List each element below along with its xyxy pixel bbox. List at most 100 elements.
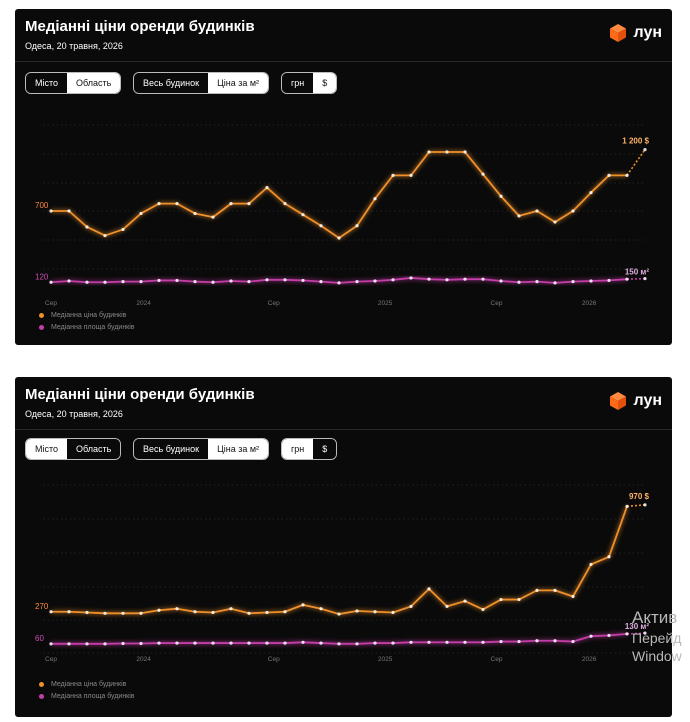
cube-logo-icon bbox=[610, 392, 627, 410]
legend-label: Медіанна площа будинків bbox=[51, 693, 135, 700]
mode-price-per-m2-button[interactable]: Ціна за м² bbox=[208, 439, 269, 459]
series-end-label: 1 200 $ bbox=[622, 137, 649, 146]
data-point bbox=[157, 278, 161, 283]
currency-uah-button[interactable]: грн bbox=[282, 73, 314, 93]
region-oblast-button[interactable]: Область bbox=[67, 73, 121, 93]
panel-title: Медіанні ціни оренди будинків bbox=[25, 18, 255, 35]
data-point bbox=[409, 276, 413, 280]
series-line bbox=[51, 151, 627, 239]
mode-whole-house-button[interactable]: Весь будинок bbox=[134, 73, 209, 93]
data-point bbox=[463, 640, 467, 644]
rent-price-chart: 270 970 $ 60 130 м² Сер 2024 Сер 2025 Сер 2026 bbox=[35, 484, 650, 663]
data-point bbox=[319, 607, 323, 611]
data-point bbox=[193, 211, 197, 216]
panel-header: Медіанні ціни оренди будинків Одеса, 20 … bbox=[15, 9, 672, 62]
data-point bbox=[175, 641, 179, 645]
x-tick-label: Сер bbox=[491, 300, 503, 307]
data-point bbox=[607, 555, 611, 559]
data-point bbox=[319, 224, 323, 228]
data-point bbox=[481, 172, 485, 176]
data-point bbox=[157, 202, 161, 206]
data-point bbox=[409, 640, 413, 644]
data-point bbox=[283, 610, 287, 614]
data-point bbox=[409, 604, 413, 609]
region-city-button[interactable]: Місто bbox=[26, 73, 68, 93]
data-point bbox=[517, 280, 521, 284]
panel-subtitle: Одеса, 20 травня, 2026 bbox=[25, 409, 123, 419]
data-point bbox=[337, 236, 341, 240]
data-point bbox=[355, 280, 359, 284]
panel-header: Медіанні ціни оренди будинків Одеса, 20 … bbox=[15, 377, 672, 430]
data-point bbox=[391, 610, 395, 615]
panel-title: Медіанні ціни оренди будинків bbox=[25, 386, 255, 403]
logo-text: лун bbox=[633, 392, 662, 409]
data-point bbox=[499, 639, 503, 644]
legend-item-price: Медіанна ціна будинків bbox=[39, 681, 135, 688]
data-point bbox=[481, 640, 485, 644]
data-point bbox=[265, 641, 269, 645]
currency-uah-button[interactable]: грн bbox=[282, 439, 314, 459]
x-tick-label: Сер bbox=[45, 656, 57, 663]
data-point bbox=[103, 611, 107, 615]
data-point bbox=[157, 641, 161, 645]
data-point bbox=[499, 279, 503, 283]
legend-swatch-area bbox=[39, 694, 44, 699]
logo-text: лун bbox=[633, 24, 662, 41]
data-point bbox=[427, 277, 431, 281]
legend-swatch-area bbox=[39, 325, 44, 330]
data-point bbox=[211, 215, 215, 219]
data-point bbox=[247, 202, 251, 206]
series-start-label: 700 bbox=[35, 201, 49, 210]
legend-label: Медіанна площа будинків bbox=[51, 324, 135, 331]
data-point bbox=[481, 607, 485, 612]
data-point bbox=[535, 280, 539, 284]
data-point bbox=[67, 209, 71, 213]
data-point bbox=[103, 642, 107, 646]
x-tick-label: Сер bbox=[491, 656, 503, 663]
data-point bbox=[481, 277, 485, 281]
data-point bbox=[607, 173, 611, 177]
watermark-line: Перейд bbox=[632, 630, 682, 646]
data-point bbox=[643, 147, 647, 152]
region-oblast-button[interactable]: Область bbox=[67, 439, 121, 459]
series-start-label: 60 bbox=[35, 634, 44, 643]
legend-item-area: Медіанна площа будинків bbox=[39, 693, 135, 700]
cube-logo-icon bbox=[610, 24, 627, 42]
legend-swatch-price bbox=[39, 682, 44, 687]
x-tick-label: Сер bbox=[268, 656, 280, 663]
rent-price-chart: 700 1 200 $ 120 150 м² Сер 2024 Сер 2025 Сер 2026 bbox=[35, 124, 650, 307]
data-point bbox=[85, 280, 89, 284]
region-city-button[interactable]: Місто bbox=[26, 439, 68, 459]
currency-usd-button[interactable]: $ bbox=[313, 73, 337, 93]
data-point bbox=[283, 278, 287, 282]
currency-usd-button[interactable]: $ bbox=[313, 439, 337, 459]
data-point bbox=[625, 632, 629, 636]
data-point bbox=[211, 641, 215, 645]
region-toggle: Місто Область bbox=[25, 438, 122, 460]
data-point bbox=[463, 150, 467, 154]
data-point bbox=[67, 642, 71, 646]
data-point bbox=[499, 194, 503, 198]
series-end-label: 150 м² bbox=[625, 268, 649, 277]
data-point bbox=[85, 642, 89, 646]
data-point bbox=[301, 603, 305, 607]
data-point bbox=[589, 562, 593, 567]
mode-whole-house-button[interactable]: Весь будинок bbox=[134, 439, 209, 459]
data-point bbox=[517, 597, 521, 602]
data-point bbox=[229, 641, 233, 645]
data-point bbox=[445, 604, 449, 609]
data-point bbox=[427, 150, 431, 154]
data-point bbox=[337, 642, 341, 646]
data-point bbox=[247, 611, 251, 615]
mode-price-per-m2-button[interactable]: Ціна за м² bbox=[208, 73, 269, 93]
data-point bbox=[175, 278, 179, 283]
data-point bbox=[337, 612, 341, 616]
data-point bbox=[391, 278, 395, 282]
legend-item-price: Медіанна ціна будинків bbox=[39, 312, 135, 319]
data-point bbox=[427, 587, 431, 591]
currency-toggle: грн $ bbox=[281, 438, 338, 460]
data-point bbox=[337, 281, 341, 285]
lun-logo: лун bbox=[608, 391, 662, 411]
panel-subtitle: Одеса, 20 травня, 2026 bbox=[25, 41, 123, 51]
data-point bbox=[391, 641, 395, 645]
